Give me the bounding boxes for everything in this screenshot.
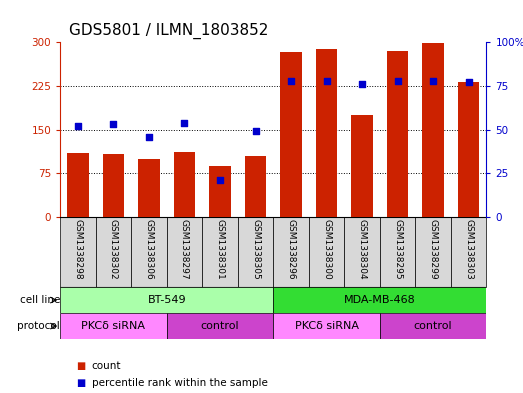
Bar <box>458 82 479 217</box>
Text: GSM1338304: GSM1338304 <box>358 219 367 280</box>
Bar <box>423 43 444 217</box>
Point <box>180 119 189 126</box>
Text: GSM1338296: GSM1338296 <box>287 219 295 280</box>
Bar <box>131 217 167 287</box>
Bar <box>174 152 195 217</box>
Bar <box>138 159 160 217</box>
Text: count: count <box>92 361 121 371</box>
Text: GSM1338295: GSM1338295 <box>393 219 402 280</box>
Point <box>322 77 331 84</box>
Bar <box>60 313 167 339</box>
Text: GSM1338297: GSM1338297 <box>180 219 189 280</box>
Bar <box>380 313 486 339</box>
Bar <box>238 217 274 287</box>
Text: GSM1338305: GSM1338305 <box>251 219 260 280</box>
Text: MDA-MB-468: MDA-MB-468 <box>344 295 416 305</box>
Bar <box>103 154 124 217</box>
Bar <box>167 217 202 287</box>
Point <box>109 121 118 127</box>
Bar <box>415 217 451 287</box>
Bar <box>274 287 486 313</box>
Bar <box>380 217 415 287</box>
Text: GSM1338306: GSM1338306 <box>144 219 153 280</box>
Text: GSM1338301: GSM1338301 <box>215 219 224 280</box>
Text: percentile rank within the sample: percentile rank within the sample <box>92 378 267 388</box>
Text: cell line: cell line <box>20 295 60 305</box>
Point <box>287 77 295 84</box>
Point <box>252 128 260 134</box>
Text: GSM1338302: GSM1338302 <box>109 219 118 280</box>
Text: ■: ■ <box>76 361 85 371</box>
Point <box>429 77 437 84</box>
Text: GSM1338298: GSM1338298 <box>73 219 83 280</box>
Bar <box>67 153 88 217</box>
Bar <box>209 166 231 217</box>
Bar <box>60 287 273 313</box>
Bar <box>344 217 380 287</box>
Bar <box>451 217 486 287</box>
Bar <box>245 156 266 217</box>
Text: GDS5801 / ILMN_1803852: GDS5801 / ILMN_1803852 <box>69 23 268 39</box>
Text: PKCδ siRNA: PKCδ siRNA <box>82 321 145 331</box>
Bar <box>96 217 131 287</box>
Point <box>74 123 82 129</box>
Point <box>464 79 473 85</box>
Text: control: control <box>414 321 452 331</box>
Bar <box>60 217 96 287</box>
Text: protocol: protocol <box>17 321 60 331</box>
Point <box>393 77 402 84</box>
Bar <box>167 313 274 339</box>
Text: GSM1338300: GSM1338300 <box>322 219 331 280</box>
Text: PKCδ siRNA: PKCδ siRNA <box>294 321 359 331</box>
Bar <box>274 313 380 339</box>
Bar <box>274 217 309 287</box>
Text: control: control <box>201 321 240 331</box>
Bar <box>387 51 408 217</box>
Bar <box>351 115 373 217</box>
Point <box>216 177 224 184</box>
Bar <box>280 52 302 217</box>
Text: GSM1338299: GSM1338299 <box>429 219 438 280</box>
Text: BT-549: BT-549 <box>147 295 186 305</box>
Text: GSM1338303: GSM1338303 <box>464 219 473 280</box>
Bar <box>316 49 337 217</box>
Point <box>358 81 366 87</box>
Bar <box>202 217 238 287</box>
Text: ■: ■ <box>76 378 85 388</box>
Point <box>145 134 153 140</box>
Bar <box>309 217 344 287</box>
